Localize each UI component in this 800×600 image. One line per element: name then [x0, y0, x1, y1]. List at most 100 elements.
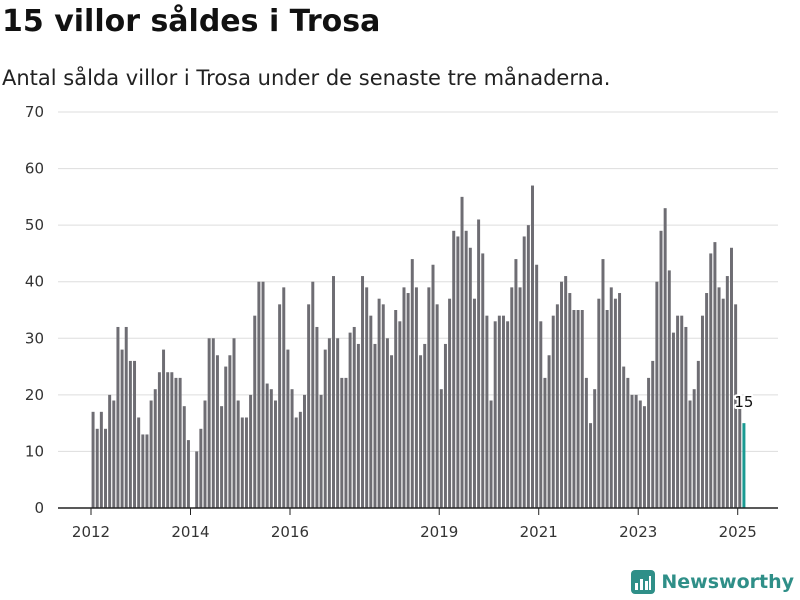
y-tick-label: 60	[25, 160, 44, 178]
y-axis-ticks: 0 10 20 30 40 50 60 70	[25, 103, 44, 517]
bar	[655, 281, 659, 508]
bar	[278, 304, 282, 508]
bar	[634, 394, 638, 508]
bar	[626, 377, 630, 508]
bar	[676, 315, 680, 508]
bar	[555, 304, 559, 508]
bar	[580, 310, 584, 508]
bar	[419, 355, 423, 508]
bar	[124, 326, 128, 508]
bar	[149, 400, 153, 508]
bar	[120, 349, 124, 508]
bar	[195, 451, 199, 508]
bar	[576, 310, 580, 508]
bar	[166, 372, 170, 508]
bar	[307, 304, 311, 508]
bar	[730, 247, 733, 508]
newsworthy-brand[interactable]: Newsworthy	[631, 570, 794, 594]
y-tick-label: 30	[25, 329, 44, 347]
bar	[692, 389, 696, 508]
bar	[414, 287, 418, 508]
bar	[613, 298, 617, 508]
bar	[564, 276, 568, 508]
bar	[236, 400, 240, 508]
y-tick-label: 70	[25, 103, 44, 121]
bar	[244, 417, 248, 508]
bar	[361, 276, 365, 508]
x-tick-label: 2021	[520, 523, 558, 541]
bar	[406, 293, 410, 508]
bar	[734, 304, 738, 508]
y-tick-label: 0	[34, 499, 44, 517]
bar	[448, 298, 452, 508]
bar	[713, 242, 717, 509]
bar	[721, 298, 725, 508]
x-tick-label: 2012	[72, 523, 110, 541]
bar	[531, 185, 534, 509]
bar	[319, 394, 323, 508]
last-value-label: 15	[734, 393, 753, 411]
bar	[618, 293, 622, 508]
bar	[543, 377, 547, 508]
bar	[327, 338, 331, 508]
bar	[186, 440, 190, 508]
bar	[510, 287, 514, 508]
bar	[663, 208, 667, 509]
bar	[311, 281, 315, 508]
bar	[290, 389, 294, 508]
bar-highlight	[742, 423, 746, 508]
bar	[398, 321, 402, 508]
bar	[506, 321, 510, 508]
bar	[651, 360, 655, 508]
bar	[431, 264, 435, 508]
bar	[667, 270, 671, 508]
bar	[456, 236, 460, 508]
bar	[535, 264, 539, 508]
bar	[514, 259, 518, 508]
y-tick-label: 20	[25, 386, 44, 404]
bar	[265, 383, 269, 508]
bar	[344, 377, 348, 508]
x-tick-label: 2019	[420, 523, 458, 541]
bar	[526, 225, 530, 508]
bar	[348, 332, 352, 508]
bar	[153, 389, 157, 508]
bar	[630, 394, 634, 508]
bar	[489, 400, 493, 508]
bar	[282, 287, 286, 508]
bar	[443, 343, 447, 508]
x-axis-ticks: 2012 2014 2016 2019 2021 2023 2025	[72, 508, 757, 541]
bar	[477, 219, 481, 509]
bar	[365, 287, 369, 508]
bar	[560, 281, 564, 508]
bar	[261, 281, 265, 508]
bar	[240, 417, 244, 508]
bar	[137, 417, 141, 508]
bar	[452, 230, 456, 509]
x-tick-label: 2023	[619, 523, 657, 541]
bar	[162, 349, 166, 508]
bar	[539, 321, 543, 508]
bar	[435, 304, 439, 508]
y-tick-label: 40	[25, 273, 44, 291]
bar	[253, 315, 257, 508]
bar	[340, 377, 344, 508]
bar	[589, 423, 593, 508]
bar	[224, 366, 228, 508]
x-tick-label: 2014	[171, 523, 209, 541]
bar	[215, 355, 219, 508]
bar	[597, 298, 601, 508]
bar	[269, 389, 273, 508]
bar	[518, 287, 522, 508]
bar	[112, 400, 116, 508]
bar	[157, 372, 161, 508]
bar	[472, 298, 476, 508]
bar	[410, 259, 414, 508]
bar	[257, 281, 261, 508]
bar	[390, 355, 394, 508]
bar	[601, 259, 605, 508]
bar	[709, 253, 713, 508]
bar	[696, 360, 700, 508]
bar	[609, 287, 613, 508]
